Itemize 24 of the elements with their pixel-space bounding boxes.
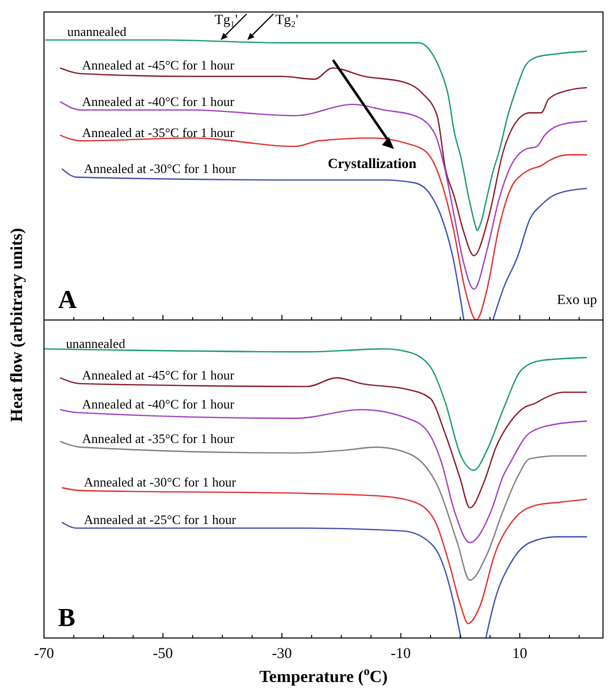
x-axis-title: Temperature ($^{o}$C): [259, 664, 388, 686]
series-label: unannealed: [67, 24, 127, 39]
x-tick-label: 10: [512, 646, 528, 662]
x-tick-label: -10: [390, 646, 411, 662]
annotation: A: [58, 285, 77, 314]
series-label: Annealed at -45°C for 1 hour: [82, 58, 235, 73]
x-tick-label: -30: [272, 646, 292, 662]
series-label: Annealed at -30°C for 1 hour: [84, 474, 237, 490]
annotation: Tg₁': [214, 13, 238, 28]
series-label: Annealed at -35°C for 1 hour: [82, 431, 235, 446]
y-axis-title: Heat flow (arbitrary units): [7, 228, 26, 422]
annotation: Tg₂': [275, 13, 298, 28]
series-label: unannealed: [66, 336, 126, 351]
x-tick-label: -50: [152, 646, 173, 662]
series-label: Annealed at -35°C for 1 hour: [82, 124, 235, 140]
annotation: Crystallization: [328, 157, 417, 172]
series-label: Annealed at -45°C for 1 hour: [82, 368, 235, 383]
series-label: Annealed at -30°C for 1 hour: [84, 161, 237, 176]
series-label: Annealed at -25°C for 1 hour: [84, 512, 237, 528]
series-label: Annealed at -40°C for 1 hour: [82, 94, 235, 109]
annotation: B: [58, 603, 76, 632]
x-tick-label: -70: [34, 646, 54, 662]
series-label: Annealed at -40°C for 1 hour: [82, 396, 235, 412]
annotation: Exo up: [556, 293, 597, 308]
